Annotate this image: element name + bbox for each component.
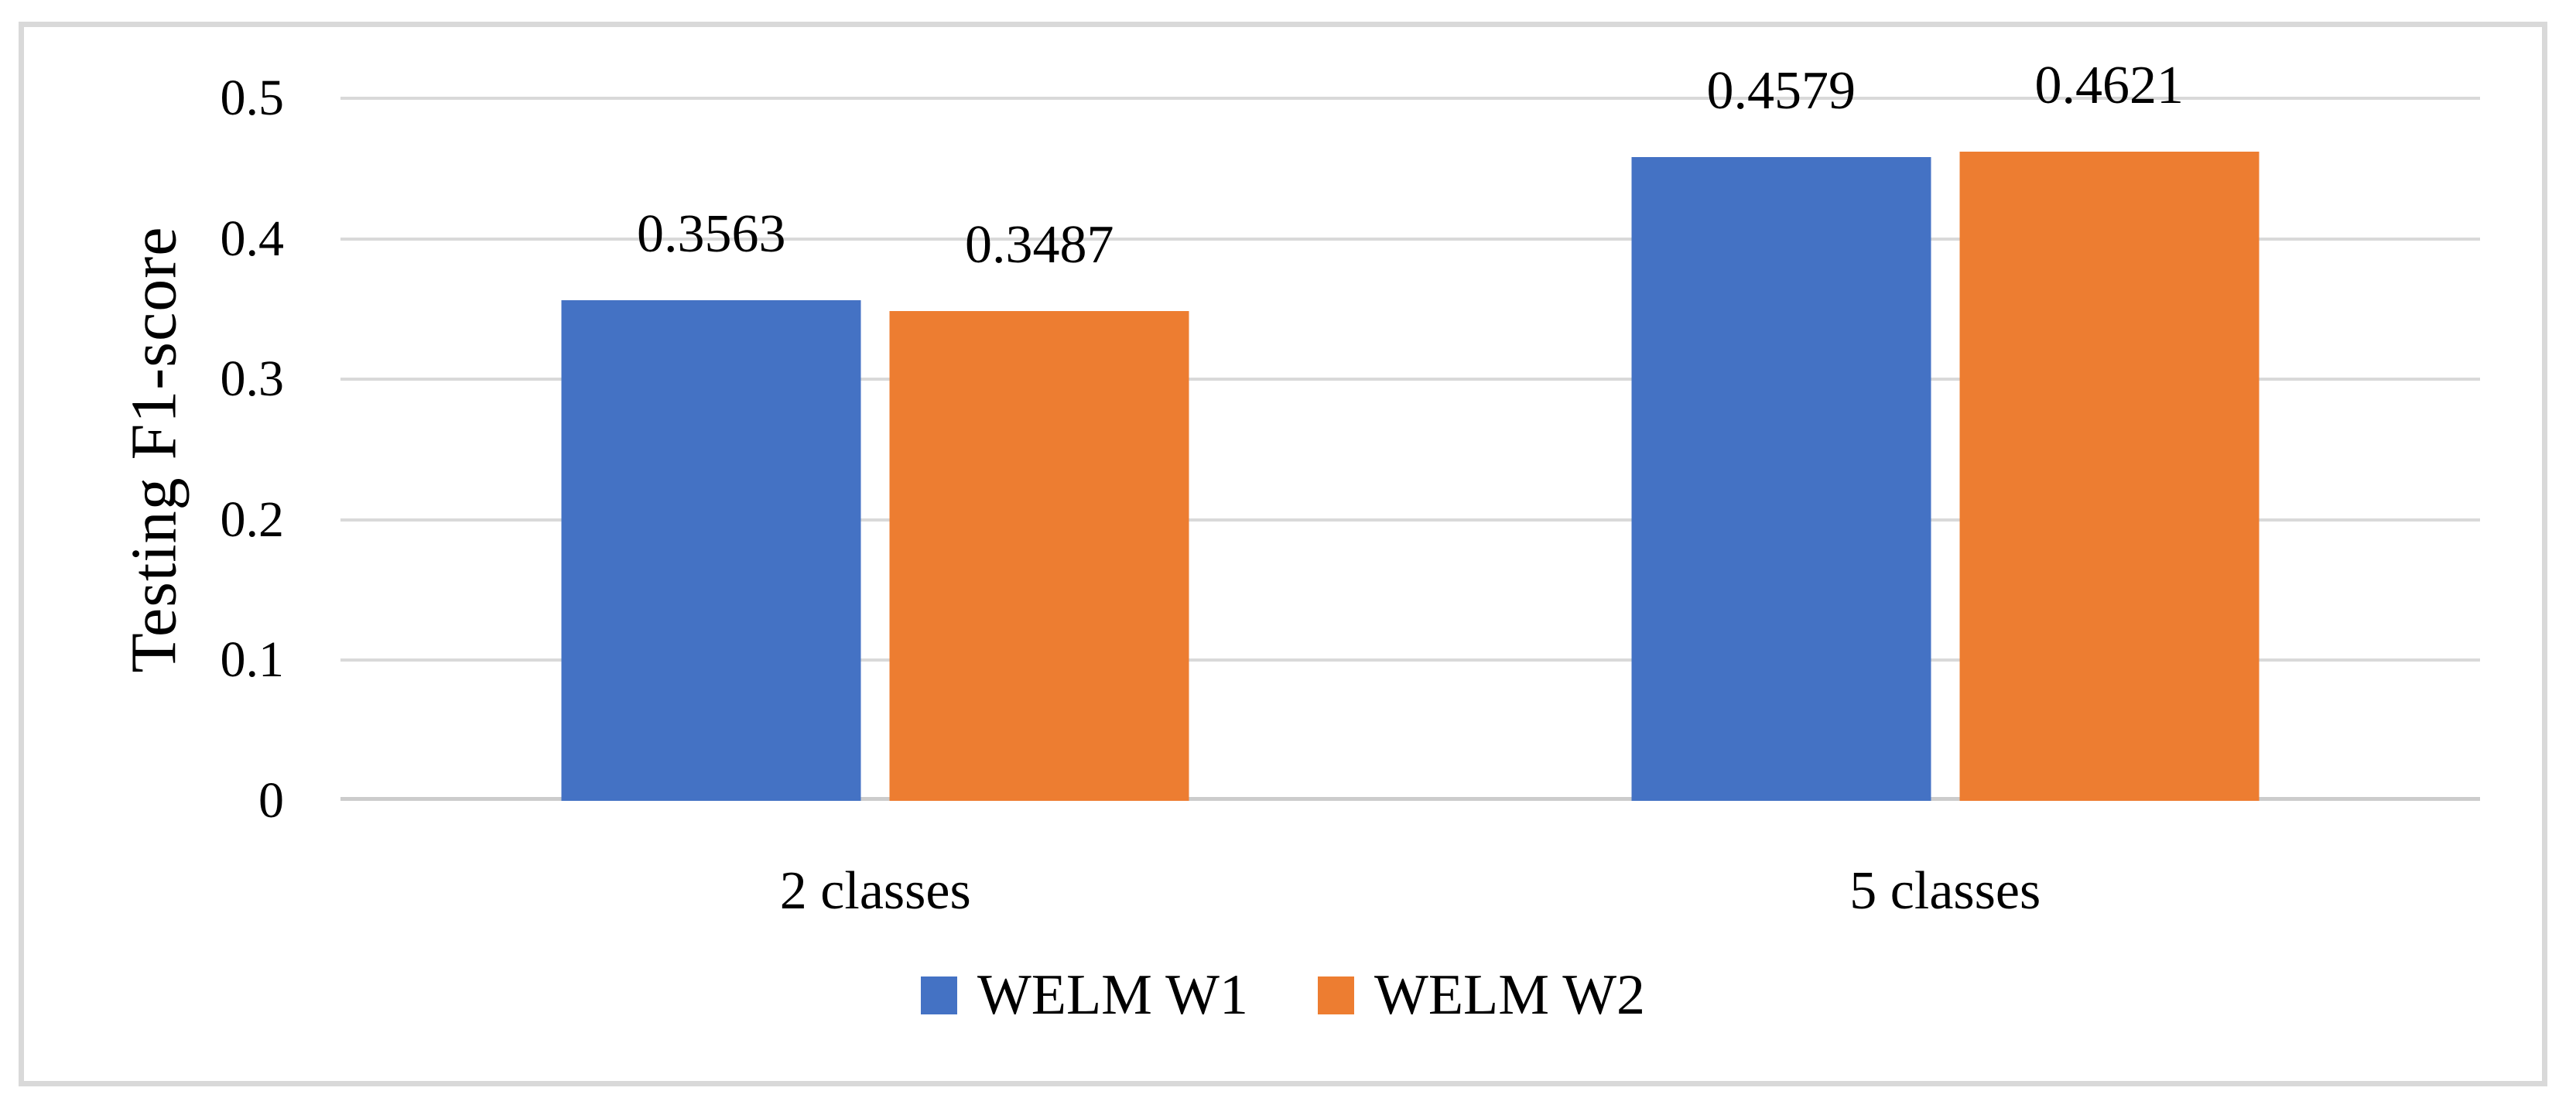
y-tick-label: 0.3: [220, 351, 285, 408]
legend-item-welm-w2: WELM W2: [1318, 966, 1645, 1024]
legend-item-label: WELM W2: [1374, 963, 1646, 1027]
bar-group-2-classes: 0.3563 0.3487: [561, 204, 1189, 801]
bar-group-5-classes: 0.4579 0.4621: [1631, 55, 2260, 801]
bar-column: 0.4621: [1959, 55, 2260, 801]
bar-welm-w2: [1959, 151, 2260, 801]
gridline-0.3: [340, 378, 2480, 381]
chart-figure: Testing F1-score 0 0.1 0.2 0.3 0.4 0.5 0.3563…: [19, 22, 2547, 1086]
legend: WELM W1 WELM W2: [24, 966, 2542, 1024]
y-tick-label: 0.4: [220, 210, 285, 267]
y-tick-label: 0.2: [220, 491, 285, 548]
y-tick-label: 0: [258, 772, 284, 829]
x-category-label: 2 classes: [779, 861, 971, 921]
legend-swatch-icon: [920, 976, 957, 1014]
y-axis-ticks: 0 0.1 0.2 0.3 0.4 0.5: [24, 73, 285, 826]
legend-item-label: WELM W1: [977, 963, 1248, 1027]
gridline-0.1: [340, 658, 2480, 662]
gridline-0.5: [340, 97, 2480, 100]
bar-column: 0.3563: [561, 204, 861, 801]
y-tick-label: 0.5: [220, 70, 285, 126]
bar-welm-w2: [889, 310, 1189, 801]
bar-column: 0.4579: [1631, 64, 1931, 801]
bar-value-label: 0.3563: [637, 204, 786, 264]
legend-swatch-icon: [1318, 976, 1354, 1014]
y-tick-label: 0.1: [220, 631, 285, 689]
gridline-0.4: [340, 237, 2480, 241]
bar-value-label: 0.4579: [1706, 61, 1856, 121]
bar-value-label: 0.4621: [2034, 55, 2184, 115]
legend-item-welm-w1: WELM W1: [920, 963, 1248, 1027]
plot-area: 0.3563 0.3487 0.4579 0.4621: [340, 58, 2480, 801]
gridline-0.2: [340, 518, 2480, 522]
bar-welm-w1: [561, 299, 861, 801]
gridline-0: [340, 797, 2480, 801]
x-category-label: 5 classes: [1849, 861, 2041, 921]
bar-value-label: 0.3487: [965, 214, 1114, 275]
bar-welm-w1: [1631, 157, 1931, 801]
bar-column: 0.3487: [889, 214, 1189, 801]
